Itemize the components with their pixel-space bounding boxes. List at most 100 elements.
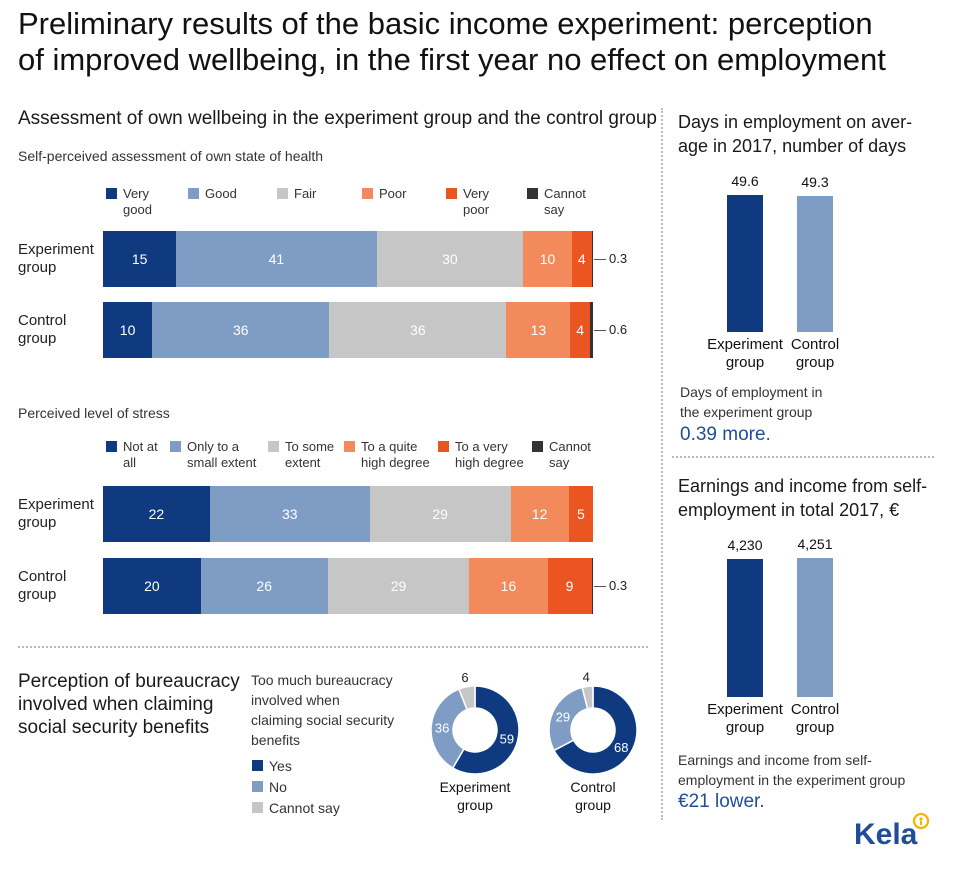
health-leader-line: [594, 330, 606, 331]
stress-legend-swatch: [268, 441, 279, 452]
donut-category-label: Control group: [553, 778, 633, 814]
health-category-label: Experiment group: [18, 241, 94, 277]
bureaucracy-question: Too much bureaucracy involved when claim…: [251, 670, 394, 750]
wellbeing-section-title: Assessment of own wellbeing in the exper…: [18, 108, 657, 129]
stress-legend-item: Cannot say: [532, 439, 591, 471]
stress-legend-label-line-1: To a quite: [361, 439, 418, 454]
health-legend-item: Cannot say: [527, 186, 586, 218]
health-legend-label: Very poor: [463, 186, 489, 218]
days-category-label: Experiment group: [705, 336, 785, 372]
earnings-note-line-2: employment in the experiment group: [678, 772, 906, 788]
stress-category-label-line-2: group: [18, 586, 57, 603]
health-legend-label: Very good: [123, 186, 152, 218]
stress-legend-swatch: [344, 441, 355, 452]
stress-legend-swatch: [106, 441, 117, 452]
earnings-category-label: Experiment group: [705, 701, 785, 737]
page-title-line-1: Preliminary results of the basic income …: [18, 6, 873, 41]
donut-category-label-line-2: group: [457, 797, 493, 813]
health-legend-item: Very good: [106, 186, 152, 218]
health-legend-swatch: [277, 188, 288, 199]
stress-bar-segment: 33: [209, 486, 370, 542]
earnings-chart-title-line-2: employment in total 2017, €: [678, 500, 900, 520]
stress-bar-segment: 20: [103, 558, 201, 614]
health-outside-label: 0.6: [609, 322, 628, 337]
earnings-note: Earnings and income from self- employmen…: [678, 750, 905, 790]
health-bar: 10 36 36 13 4: [103, 302, 593, 358]
days-note-line-2: the experiment group: [680, 404, 813, 420]
stress-legend-label: To some extent: [285, 439, 334, 471]
stress-legend-label-line-2: small extent: [187, 455, 257, 470]
days-chart-title: Days in employment on aver- age in 2017,…: [678, 110, 912, 158]
health-bar-segment: 36: [152, 302, 330, 358]
earnings-category-label-line-1: Control: [790, 701, 840, 718]
health-bar-segment: 13: [506, 302, 571, 358]
health-legend-label: Cannot say: [544, 186, 586, 218]
horizontal-divider-right: [672, 456, 934, 458]
donut-category-label-line-1: Experiment: [439, 779, 511, 795]
health-legend-item: Fair: [277, 186, 316, 202]
earnings-chart-title-line-1: Earnings and income from self-: [678, 476, 928, 496]
stress-bar-segment: 9: [547, 558, 592, 614]
donut-value-label: 68: [614, 740, 628, 755]
health-legend-label-line-2: poor: [463, 202, 490, 217]
donut-value-label: 59: [500, 732, 514, 747]
stress-legend-item: To a very high degree: [438, 439, 524, 471]
health-bar-segment: [591, 231, 593, 287]
health-category-label-line-1: Control: [18, 312, 67, 329]
stress-leader-line: [594, 586, 606, 587]
health-legend-swatch: [527, 188, 538, 199]
stress-legend-label-line-1: Not at: [123, 439, 158, 454]
days-bar: [727, 194, 763, 332]
days-category-label-line-2: group: [795, 354, 835, 371]
earnings-value-label: 4,230: [727, 537, 763, 554]
stress-category-label-line-1: Control: [18, 568, 67, 585]
health-bar-segment: 30: [376, 231, 524, 287]
health-bar-segment: 15: [103, 231, 177, 287]
bureaucracy-title: Perception of bureaucracy involved when …: [18, 670, 240, 739]
stress-category-label-line-1: Experiment: [18, 496, 94, 513]
bureaucracy-legend-item: Yes: [252, 758, 292, 774]
bureaucracy-question-line-2: involved when: [251, 692, 340, 708]
health-bar-segment: 10: [523, 231, 572, 287]
donut-category-label-line-2: group: [575, 797, 611, 813]
health-leader-line: [594, 259, 606, 260]
donut-category-label-line-1: Control: [570, 779, 616, 795]
donut-category-label: Experiment group: [435, 778, 515, 814]
days-chart-title-line-1: Days in employment on aver-: [678, 112, 913, 132]
days-value-label: 49.6: [731, 172, 759, 189]
donut-slice: [581, 685, 594, 710]
stress-legend-label: Not at all: [123, 439, 158, 471]
health-category-label-line-1: Experiment: [18, 241, 94, 258]
stress-legend-label-line-2: extent: [285, 455, 321, 470]
bureaucracy-title-line-2: involved when claiming: [18, 694, 214, 715]
earnings-category-label-line-2: group: [795, 719, 835, 736]
health-legend-label-line-1: Good: [205, 186, 237, 201]
health-chart-title: Self-perceived assessment of own state o…: [18, 148, 324, 164]
health-legend-item: Good: [188, 186, 237, 202]
stress-legend-label: To a quite high degree: [361, 439, 430, 471]
earnings-category-label-line-2: group: [725, 719, 765, 736]
stress-legend-item: Not at all: [106, 439, 158, 471]
health-bar-segment: 10: [103, 302, 153, 358]
health-legend-label-line-1: Very: [463, 186, 490, 201]
stress-legend-label-line-2: all: [123, 455, 137, 470]
stress-legend-label-line-2: say: [549, 455, 570, 470]
health-legend-label-line-1: Cannot: [544, 186, 586, 201]
days-value-label: 49.3: [801, 173, 829, 190]
bureaucracy-legend-item: Cannot say: [252, 800, 340, 816]
kela-logo-mark-icon: [912, 812, 930, 830]
health-bar-segment: [590, 302, 593, 358]
earnings-value-label: 4,251: [797, 536, 833, 553]
stress-category-label-line-2: group: [18, 514, 57, 531]
health-bar-segment: 36: [329, 302, 507, 358]
stress-bar-segment: 26: [200, 558, 328, 614]
earnings-category-label: Control group: [775, 701, 855, 737]
earnings-chart-title: Earnings and income from self- employmen…: [678, 474, 927, 522]
health-outside-label: 0.3: [609, 251, 628, 266]
health-legend-label-line-1: Very: [123, 186, 150, 201]
earnings-note-line-1: Earnings and income from self-: [678, 752, 872, 768]
bureaucracy-question-line-3: claiming social security: [251, 712, 395, 728]
kela-logo-text: Kela: [854, 818, 918, 851]
donut-slice: [430, 688, 468, 770]
stress-legend-label-line-2: high degree: [455, 455, 524, 470]
